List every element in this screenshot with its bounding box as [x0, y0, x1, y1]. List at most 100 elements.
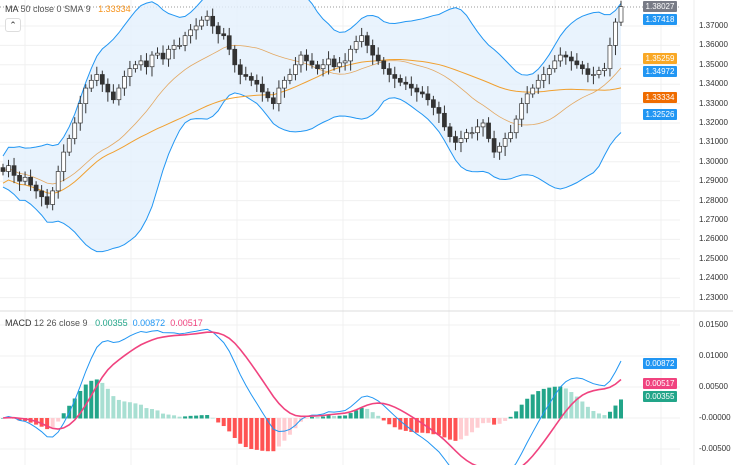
candle-body	[298, 54, 304, 66]
candle-body	[188, 29, 193, 37]
macd-histogram-bar	[100, 382, 105, 419]
candle-body	[342, 60, 348, 64]
price-axis-label: 1.27000	[699, 215, 728, 224]
macd-histogram-bar	[221, 418, 226, 427]
candle-body	[44, 196, 50, 205]
macd-histogram-bar	[442, 418, 447, 438]
candle-body	[497, 145, 502, 153]
macd-histogram-bar	[116, 399, 121, 419]
candle-body	[436, 107, 442, 114]
macd-hist-value: 0.00355	[95, 318, 128, 328]
macd-histogram-bar	[78, 390, 83, 419]
macd-histogram-bar	[619, 399, 623, 419]
macd-value: 0.00872	[132, 318, 166, 328]
macd-histogram-bar	[310, 416, 314, 419]
candle-body	[221, 33, 227, 37]
candle-body	[535, 79, 541, 89]
candle-body	[254, 79, 260, 85]
bollinger-upper-line	[2, 0, 622, 157]
macd-histogram-bar	[287, 418, 292, 435]
macd-tag: 0.00355	[643, 391, 677, 402]
macd-histogram-bar	[216, 418, 221, 423]
macd-histogram-bar	[398, 418, 403, 430]
candle-body	[50, 190, 56, 205]
ma-50-line	[2, 58, 622, 194]
macd-histogram-bar	[431, 418, 436, 435]
macd-histogram-bar	[199, 415, 204, 419]
macd-histogram-bar	[403, 418, 408, 431]
macd-histogram-bar	[326, 415, 331, 419]
candle-body	[431, 99, 436, 108]
macd-histogram-bar	[17, 418, 22, 421]
macd-histogram-bar	[381, 418, 386, 421]
candle-body	[580, 64, 585, 70]
candle-body	[88, 79, 94, 89]
macd-histogram-bar	[481, 418, 486, 424]
macd-histogram-bar	[94, 379, 99, 419]
macd-histogram-bar	[541, 388, 546, 419]
ma-value: 1.33334	[98, 4, 131, 14]
collapse-legend-button[interactable]: ⌃	[5, 18, 21, 32]
macd-params: 12 26 close 9	[34, 318, 88, 328]
candle-body	[596, 70, 602, 75]
candle-body	[99, 74, 105, 85]
price-axis-label: 1.32000	[699, 118, 728, 127]
candle-body	[546, 68, 552, 75]
candle-body	[591, 74, 596, 76]
macd-histogram-bar	[470, 418, 475, 433]
macd-histogram-bar	[486, 418, 491, 423]
macd-histogram-bar	[332, 415, 337, 419]
macd-axis-label: 0.01000	[699, 351, 728, 360]
macd-histogram-bar	[536, 391, 541, 419]
macd-histogram-bar	[464, 418, 469, 436]
candle-body	[309, 60, 315, 66]
price-tag: 1.33334	[643, 92, 677, 103]
candle-body	[72, 122, 78, 139]
candle-body	[94, 74, 100, 81]
candle-body	[22, 176, 28, 182]
macd-histogram-bar	[56, 418, 61, 422]
macd-histogram-bar	[514, 411, 519, 419]
macd-label: MACD	[5, 318, 32, 328]
candle-body	[237, 64, 243, 75]
macd-histogram-bar	[72, 398, 77, 419]
candle-body	[519, 103, 525, 120]
macd-histogram-bar	[304, 418, 309, 419]
candle-body	[116, 87, 122, 101]
macd-line	[2, 328, 622, 465]
candle-body	[33, 184, 39, 192]
bollinger-band-fill	[3, 0, 621, 252]
macd-histogram-bar	[602, 415, 607, 419]
candle-body	[182, 35, 188, 46]
macd-histogram-bar	[254, 418, 259, 450]
candle-body	[248, 76, 254, 81]
candle-body	[293, 64, 298, 75]
ma-legend: MA 50 close 0 SMA 9 1.33334	[5, 4, 131, 15]
candle-body	[469, 132, 475, 135]
macd-legend: MACD 12 26 close 9 0.00355 0.00872 0.005…	[5, 318, 203, 329]
candle-body	[370, 45, 376, 56]
macd-histogram-bar	[365, 408, 370, 419]
macd-histogram-bar	[166, 414, 171, 419]
candle-body	[408, 83, 414, 89]
macd-histogram-bar	[138, 404, 143, 419]
candle-body	[259, 83, 265, 93]
candle-body	[508, 132, 513, 139]
candle-body	[39, 190, 44, 198]
candle-body	[17, 175, 22, 182]
candle-body	[326, 58, 331, 66]
candle-body	[199, 19, 204, 27]
candle-body	[138, 60, 144, 66]
price-axis-label: 1.26000	[699, 234, 728, 244]
candle-body	[557, 54, 563, 62]
candle-body	[386, 68, 392, 75]
macd-histogram-bar	[497, 418, 502, 424]
macd-histogram-bar	[105, 388, 110, 419]
macd-histogram-bar	[392, 418, 397, 428]
price-axis-label: 1.23000	[699, 292, 728, 302]
candle-body	[287, 74, 293, 81]
candle-body	[502, 138, 508, 147]
candle-body	[331, 58, 337, 68]
candle-body	[530, 87, 536, 95]
